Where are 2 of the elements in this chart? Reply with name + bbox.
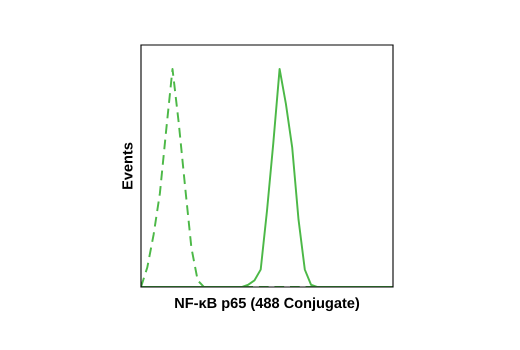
y-axis-title: Events <box>122 142 133 189</box>
x-axis-title: NF-κB p65 (488 Conjugate) <box>175 297 360 312</box>
